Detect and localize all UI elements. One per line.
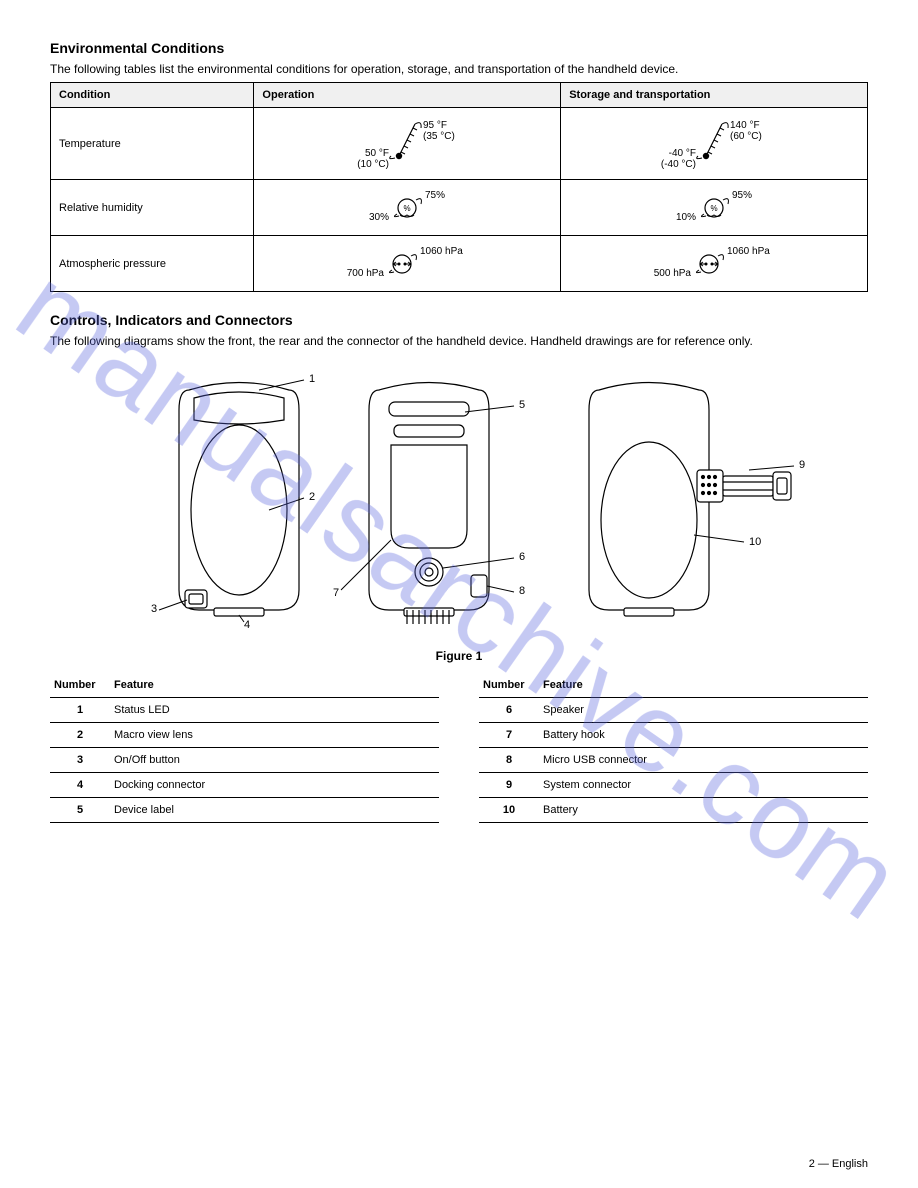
callout-5: 5 (519, 399, 525, 411)
temp-op-low: 50 °F (365, 148, 389, 159)
page-footer: 2 — English (809, 1158, 868, 1170)
pressure-icon: 1060 hPa 700 hPa (322, 242, 492, 282)
label-row: 2Macro view lens (50, 723, 439, 748)
label-row: 8Micro USB connector (479, 748, 868, 773)
label-row: 1Status LED (50, 698, 439, 723)
humidity-icon: % 75% 30% (337, 186, 477, 226)
env-temp-st: 140 °F (60 °C) -40 °F (-40 °C) (561, 108, 868, 180)
env-section: Environmental Conditions The following t… (50, 40, 868, 292)
thermometer-icon: 140 °F (60 °C) -40 °F (-40 °C) (634, 114, 794, 170)
labels-table-left: Number Feature 1Status LED 2Macro view l… (50, 673, 439, 823)
env-th-condition: Condition (51, 83, 254, 108)
label-num: 6 (479, 698, 539, 723)
humidity-icon: % 95% 10% (644, 186, 784, 226)
callout-3: 3 (151, 603, 157, 615)
env-row-humidity: Relative humidity % 75% 30% (51, 180, 868, 236)
label-feat: Status LED (110, 698, 439, 723)
env-label-temp: Temperature (51, 108, 254, 180)
callout-6: 6 (519, 551, 525, 563)
label-row: 10Battery (479, 798, 868, 823)
env-label-humid: Relative humidity (51, 180, 254, 236)
lth-num-l: Number (50, 673, 110, 698)
env-row-pressure: Atmospheric pressure 1060 hPa (51, 236, 868, 292)
env-label-press: Atmospheric pressure (51, 236, 254, 292)
callout-4: 4 (244, 619, 250, 631)
label-row: 5Device label (50, 798, 439, 823)
label-feat: Speaker (539, 698, 868, 723)
env-humid-op: % 75% 30% (254, 180, 561, 236)
device-figure: 1 2 3 4 (50, 360, 868, 663)
label-feat: Docking connector (110, 773, 439, 798)
label-feat: Battery (539, 798, 868, 823)
humid-st-low: 10% (676, 212, 696, 223)
label-row: 3On/Off button (50, 748, 439, 773)
label-num: 1 (50, 698, 110, 723)
press-st-low: 500 hPa (654, 268, 692, 279)
controls-section: Controls, Indicators and Connectors The … (50, 312, 868, 823)
label-num: 9 (479, 773, 539, 798)
svg-text:%: % (404, 204, 411, 213)
callout-8: 8 (519, 585, 525, 597)
env-table: Condition Operation Storage and transpor… (50, 82, 868, 292)
callout-7: 7 (333, 587, 339, 599)
temp-op-high: 95 °F (423, 120, 447, 131)
label-num: 3 (50, 748, 110, 773)
press-op-low: 700 hPa (347, 268, 385, 279)
label-num: 5 (50, 798, 110, 823)
env-row-temperature: Temperature 95 °F (35 °C) 50 °F (51, 108, 868, 180)
controls-title: Controls, Indicators and Connectors (50, 312, 868, 328)
humid-st-high: 95% (732, 190, 752, 201)
label-feat: Device label (110, 798, 439, 823)
press-st-high: 1060 hPa (727, 246, 770, 257)
temp-op-low2: (10 °C) (358, 159, 390, 170)
label-row: 4Docking connector (50, 773, 439, 798)
env-humid-st: % 95% 10% (561, 180, 868, 236)
lth-feat-r: Feature (539, 673, 868, 698)
callout-10: 10 (749, 536, 761, 548)
figure-caption: Figure 1 (50, 649, 868, 663)
env-title: Environmental Conditions (50, 40, 868, 56)
label-num: 7 (479, 723, 539, 748)
env-temp-op: 95 °F (35 °C) 50 °F (10 °C) (254, 108, 561, 180)
callout-2: 2 (309, 491, 315, 503)
label-feat: System connector (539, 773, 868, 798)
callout-9: 9 (799, 459, 805, 471)
temp-st-low: -40 °F (669, 148, 696, 159)
label-feat: Macro view lens (110, 723, 439, 748)
label-feat: Battery hook (539, 723, 868, 748)
env-th-operation: Operation (254, 83, 561, 108)
temp-op-high2: (35 °C) (423, 131, 455, 142)
label-row: 7Battery hook (479, 723, 868, 748)
env-intro: The following tables list the environmen… (50, 62, 868, 76)
pressure-icon: 1060 hPa 500 hPa (629, 242, 799, 282)
env-th-storage: Storage and transportation (561, 83, 868, 108)
temp-st-low2: (-40 °C) (661, 159, 696, 170)
labels-columns: Number Feature 1Status LED 2Macro view l… (50, 673, 868, 823)
label-num: 4 (50, 773, 110, 798)
lth-feat-l: Feature (110, 673, 439, 698)
controls-intro: The following diagrams show the front, t… (50, 334, 868, 348)
label-num: 2 (50, 723, 110, 748)
temp-st-high2: (60 °C) (730, 131, 762, 142)
callout-1: 1 (309, 373, 315, 385)
temp-st-high: 140 °F (730, 120, 760, 131)
label-feat: On/Off button (110, 748, 439, 773)
humid-op-low: 30% (369, 212, 389, 223)
lth-num-r: Number (479, 673, 539, 698)
env-press-op: 1060 hPa 700 hPa (254, 236, 561, 292)
env-press-st: 1060 hPa 500 hPa (561, 236, 868, 292)
label-num: 10 (479, 798, 539, 823)
label-feat: Micro USB connector (539, 748, 868, 773)
device-diagram: 1 2 3 4 (109, 360, 809, 640)
labels-table-right: Number Feature 6Speaker 7Battery hook 8M… (479, 673, 868, 823)
svg-text:%: % (711, 204, 718, 213)
label-num: 8 (479, 748, 539, 773)
humid-op-high: 75% (425, 190, 445, 201)
label-row: 6Speaker (479, 698, 868, 723)
thermometer-icon: 95 °F (35 °C) 50 °F (10 °C) (327, 114, 487, 170)
press-op-high: 1060 hPa (420, 246, 463, 257)
label-row: 9System connector (479, 773, 868, 798)
